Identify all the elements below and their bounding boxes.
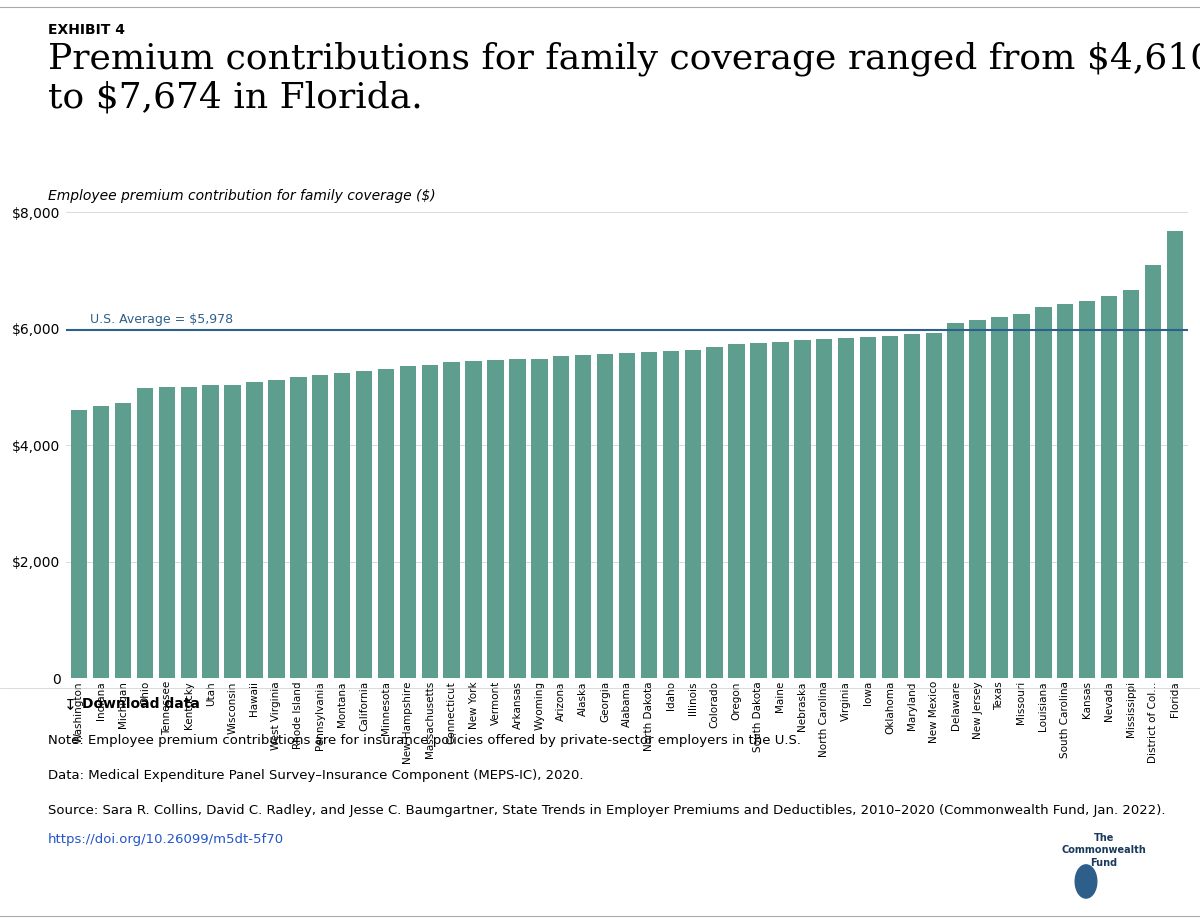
Bar (728, 344, 745, 678)
Bar (882, 336, 898, 678)
Bar (290, 377, 306, 678)
Bar (400, 366, 416, 678)
Bar (970, 320, 986, 678)
Bar (684, 350, 701, 678)
Bar (378, 369, 394, 678)
Bar (334, 373, 350, 678)
Bar (1057, 305, 1074, 678)
Bar (925, 333, 942, 678)
Bar (816, 340, 833, 678)
Bar (750, 343, 767, 678)
Bar (268, 380, 284, 678)
Bar (203, 385, 218, 678)
Bar (71, 410, 88, 678)
Text: Download data: Download data (82, 697, 199, 711)
Bar (356, 371, 372, 678)
Bar (860, 337, 876, 678)
Bar (158, 387, 175, 678)
Bar (707, 347, 722, 678)
Bar (137, 388, 154, 678)
Bar (1123, 290, 1139, 678)
Bar (115, 402, 131, 678)
Bar (1079, 301, 1096, 678)
Bar (794, 341, 810, 678)
Bar (1100, 295, 1117, 678)
Text: Premium contributions for family coverage ranged from $4,610 in Washington
to $7: Premium contributions for family coverag… (48, 42, 1200, 114)
Text: Note: Employee premium contributions are for insurance policies offered by priva: Note: Employee premium contributions are… (48, 734, 802, 747)
Circle shape (1075, 865, 1097, 898)
Bar (596, 354, 613, 678)
Bar (312, 376, 329, 678)
Bar (904, 334, 920, 678)
Bar (991, 318, 1008, 678)
Bar (421, 365, 438, 678)
Bar (838, 338, 854, 678)
Bar (575, 355, 592, 678)
Bar (509, 359, 526, 678)
Text: U.S. Average = $5,978: U.S. Average = $5,978 (90, 313, 233, 326)
Bar (224, 385, 241, 678)
Text: Employee premium contribution for family coverage ($): Employee premium contribution for family… (48, 189, 436, 203)
Text: ↧: ↧ (64, 697, 77, 712)
Bar (1166, 232, 1183, 678)
Bar (1036, 306, 1051, 678)
Bar (772, 342, 788, 678)
Bar (487, 360, 504, 678)
Bar (180, 387, 197, 678)
Text: Source: Sara R. Collins, David C. Radley, and Jesse C. Baumgartner, State Trends: Source: Sara R. Collins, David C. Radley… (48, 804, 1165, 817)
Bar (466, 361, 482, 678)
Text: Data: Medical Expenditure Panel Survey–Insurance Component (MEPS-IC), 2020.: Data: Medical Expenditure Panel Survey–I… (48, 769, 583, 782)
Bar (641, 353, 658, 678)
Bar (553, 356, 570, 678)
Bar (246, 382, 263, 678)
Bar (948, 323, 964, 678)
Bar (619, 354, 635, 678)
Text: The
Commonwealth
Fund: The Commonwealth Fund (1062, 833, 1146, 868)
Bar (444, 362, 460, 678)
Text: EXHIBIT 4: EXHIBIT 4 (48, 23, 125, 37)
Bar (1013, 314, 1030, 678)
Text: https://doi.org/10.26099/m5dt-5f70: https://doi.org/10.26099/m5dt-5f70 (48, 833, 284, 846)
Bar (662, 351, 679, 678)
Bar (532, 358, 547, 678)
Bar (92, 406, 109, 678)
Bar (1145, 265, 1162, 678)
